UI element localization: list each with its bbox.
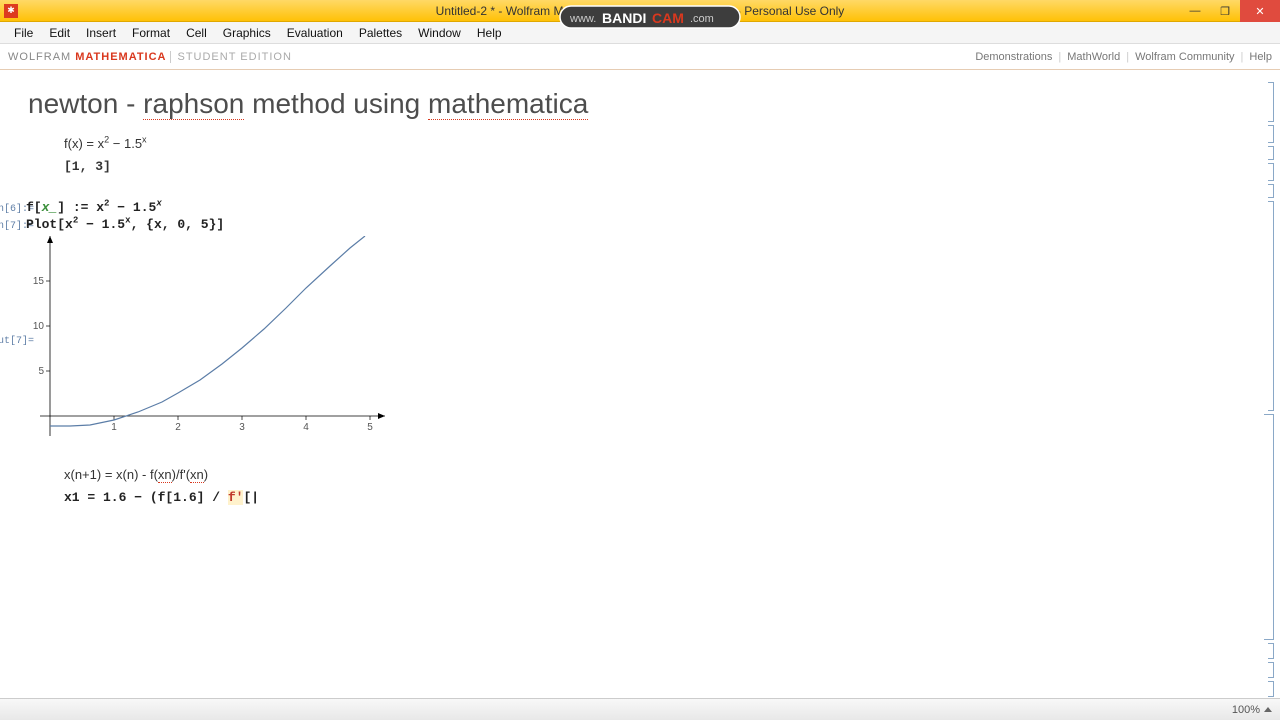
window-controls: — ❐ ✕ xyxy=(1180,0,1280,22)
link-help[interactable]: Help xyxy=(1249,51,1272,63)
menu-file[interactable]: File xyxy=(6,24,41,42)
svg-text:5: 5 xyxy=(367,422,373,433)
in-label-7: In[7]:= xyxy=(0,221,26,232)
svg-text:10: 10 xyxy=(33,321,45,332)
input-6[interactable]: In[6]:= f[x_] := x2 − 1.5x xyxy=(28,200,1252,215)
link-community[interactable]: Wolfram Community xyxy=(1135,51,1234,63)
link-demonstrations[interactable]: Demonstrations xyxy=(975,51,1052,63)
menu-palettes[interactable]: Palettes xyxy=(351,24,410,42)
cell-bracket[interactable] xyxy=(1268,201,1274,411)
window-title: Untitled-2 * - Wolfram Mathematica 10.2 … xyxy=(0,4,1280,18)
svg-text:15: 15 xyxy=(33,276,45,287)
zoom-dropdown-icon[interactable] xyxy=(1264,707,1272,712)
text-fx[interactable]: f(x) = x2 − 1.5x xyxy=(64,132,1252,155)
brand-wolfram: WOLFRAM xyxy=(8,51,71,63)
menu-evaluation[interactable]: Evaluation xyxy=(279,24,351,42)
notebook[interactable]: newton - raphson method using mathematic… xyxy=(0,72,1280,698)
menu-help[interactable]: Help xyxy=(469,24,510,42)
menubar: File Edit Insert Format Cell Graphics Ev… xyxy=(0,22,1280,44)
svg-text:3: 3 xyxy=(239,422,245,433)
brand-links: Demonstrations| MathWorld| Wolfram Commu… xyxy=(975,51,1272,63)
input-7[interactable]: In[7]:= Plot[x2 − 1.5x, {x, 0, 5}] xyxy=(28,217,1252,232)
cell-bracket[interactable] xyxy=(1268,662,1274,678)
cell-brackets[interactable] xyxy=(1256,82,1274,698)
menu-cell[interactable]: Cell xyxy=(178,24,215,42)
cell-bracket[interactable] xyxy=(1268,163,1274,181)
title-cell[interactable]: newton - raphson method using mathematic… xyxy=(28,82,1252,132)
zoom-level[interactable]: 100% xyxy=(1232,704,1260,716)
menu-insert[interactable]: Insert xyxy=(78,24,124,42)
cell-bracket[interactable] xyxy=(1268,82,1274,122)
cell-bracket[interactable] xyxy=(1264,414,1274,640)
menu-format[interactable]: Format xyxy=(124,24,178,42)
brandbar: WOLFRAM MATHEMATICA STUDENT EDITION Demo… xyxy=(0,44,1280,70)
cell-bracket[interactable] xyxy=(1268,184,1274,198)
svg-text:1: 1 xyxy=(111,422,117,433)
minimize-button[interactable]: — xyxy=(1180,0,1210,22)
in-label-6: In[6]:= xyxy=(0,204,26,215)
menu-graphics[interactable]: Graphics xyxy=(215,24,279,42)
cell-bracket[interactable] xyxy=(1268,125,1274,143)
svg-text:4: 4 xyxy=(303,422,309,433)
svg-text:5: 5 xyxy=(38,366,44,377)
svg-text:2: 2 xyxy=(175,422,181,433)
titlebar: ✱ Untitled-2 * - Wolfram Mathematica 10.… xyxy=(0,0,1280,22)
app-icon: ✱ xyxy=(4,4,18,18)
menu-edit[interactable]: Edit xyxy=(41,24,78,42)
input-x1[interactable]: x1 = 1.6 − (f[1.6] / f'[| xyxy=(64,486,1252,509)
cell-bracket[interactable] xyxy=(1268,643,1274,659)
cell-bracket[interactable] xyxy=(1268,146,1274,160)
link-mathworld[interactable]: MathWorld xyxy=(1067,51,1120,63)
menu-window[interactable]: Window xyxy=(410,24,469,42)
out-label-7: Out[7]= xyxy=(0,336,26,347)
close-button[interactable]: ✕ xyxy=(1240,0,1280,22)
brand-mathematica: MATHEMATICA xyxy=(75,51,166,63)
text-interval[interactable]: [1, 3] xyxy=(64,155,1252,178)
plot-chart: 1 2 3 4 5 5 10 15 xyxy=(30,236,390,446)
cell-bracket[interactable] xyxy=(1268,681,1274,697)
output-7: Out[7]= 1234551015 xyxy=(28,234,1252,449)
text-iteration-formula[interactable]: x(n+1) = x(n) - f(xn)/f'(xn) xyxy=(64,463,1252,486)
statusbar: 100% xyxy=(0,698,1280,720)
maximize-button[interactable]: ❐ xyxy=(1210,0,1240,22)
brand-student: STUDENT EDITION xyxy=(170,51,291,63)
